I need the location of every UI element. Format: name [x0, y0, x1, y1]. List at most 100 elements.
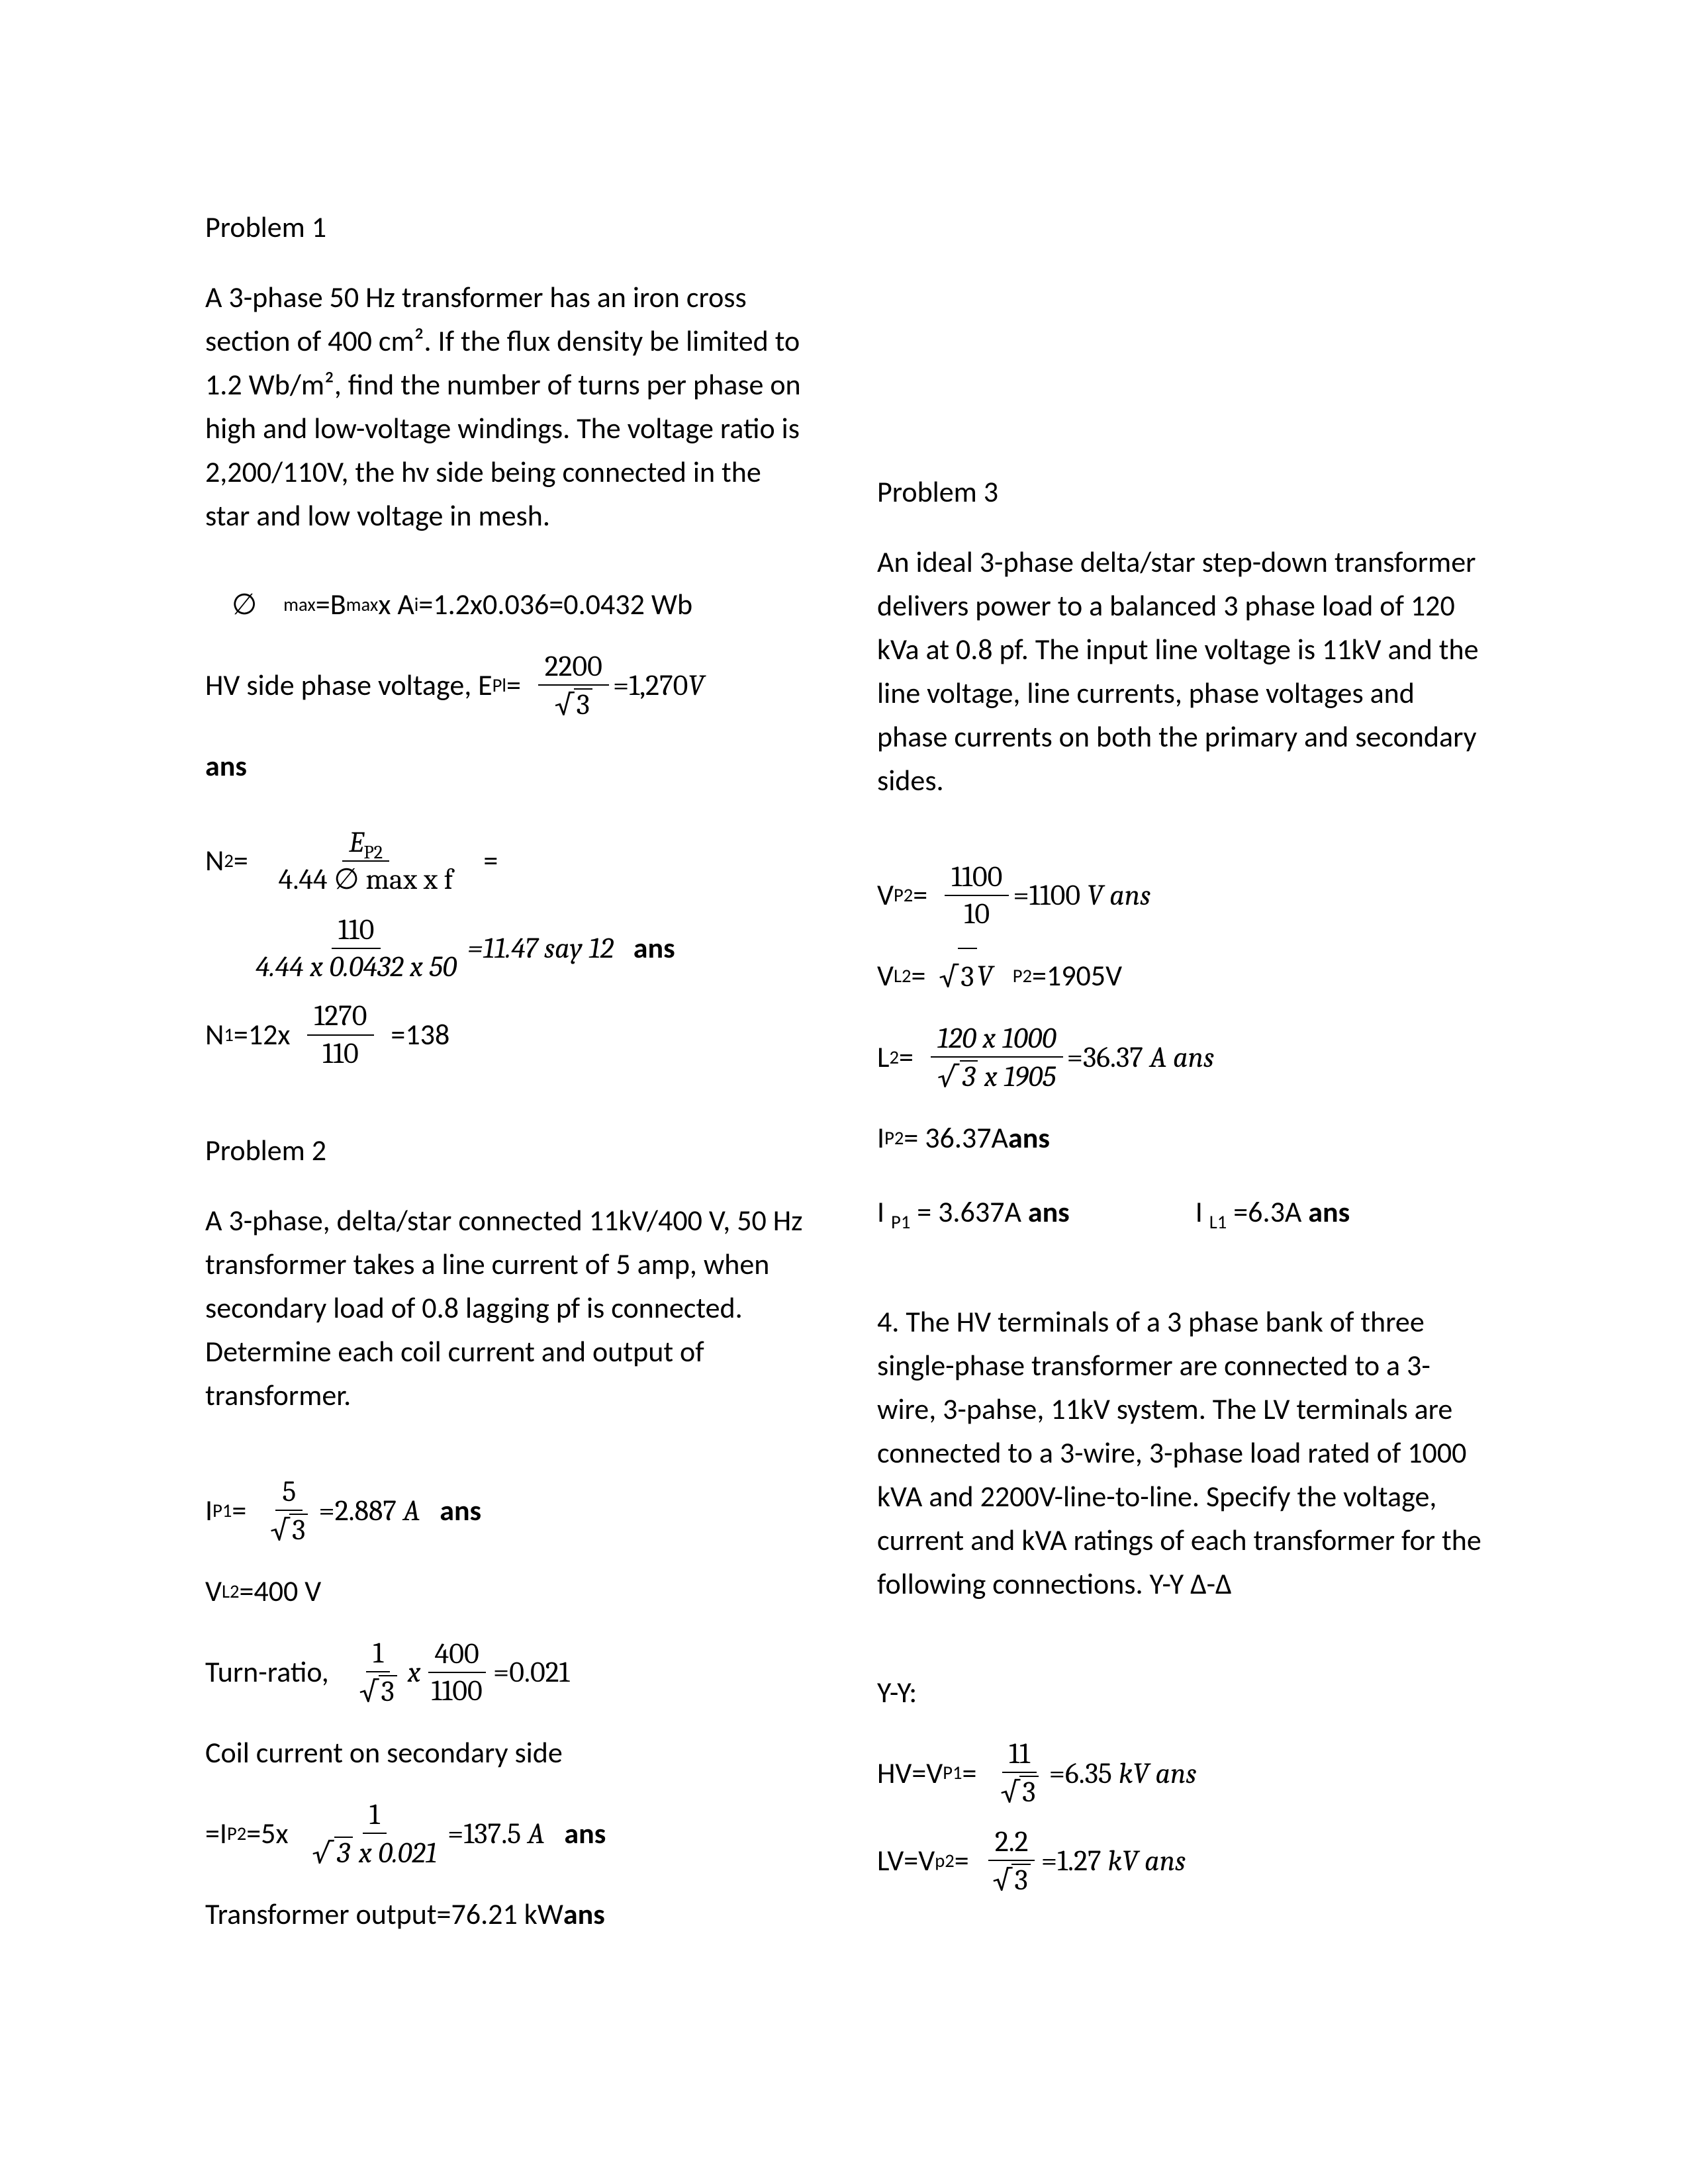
- n1-num: 1270: [307, 1001, 373, 1035]
- out-ans: ans: [563, 1887, 605, 1942]
- n2-line-b: 110 4.44 x 0.0432 x 50 =11.47 say 12 ans: [245, 915, 811, 982]
- vl2r-eq: =: [911, 948, 925, 1004]
- l2-den: 3 x 1905: [931, 1058, 1062, 1092]
- vl2r-res: =1905V: [1032, 948, 1122, 1004]
- il1-ans: ans: [1308, 1194, 1350, 1230]
- epl-num: 2200: [538, 651, 609, 686]
- ip2-eq: =5x: [246, 1806, 288, 1862]
- vl2r-lbl: V: [877, 948, 894, 1004]
- vp2-fraction: 1100 10: [945, 862, 1009, 929]
- two-answer-row: I P1 = 3.637A ans I L1 =6.3A ans: [877, 1185, 1350, 1240]
- column-right: Problem 3 An ideal 3-phase delta/star st…: [877, 205, 1483, 1962]
- phi-val: =1.2x0.036=0.0432 Wb: [418, 577, 692, 633]
- trb-num: 400: [428, 1639, 486, 1673]
- ip2-den: 3 x 0.021: [305, 1834, 443, 1868]
- two-column-layout: Problem 1 A 3-phase 50 Hz transformer ha…: [205, 205, 1483, 1962]
- problem-2-title: Problem 2: [205, 1128, 811, 1172]
- out-lbl: Transformer output=76.21 kW: [205, 1887, 563, 1942]
- column-left: Problem 1 A 3-phase 50 Hz transformer ha…: [205, 205, 811, 1962]
- phi-mid: x A: [378, 577, 414, 633]
- hv-num: 11: [1002, 1739, 1037, 1773]
- phi-symbol: ∅: [232, 577, 257, 633]
- lv-res: =1.27: [1041, 1833, 1102, 1889]
- problem-3-title: Problem 3: [877, 470, 1483, 514]
- hv-unit: kV ans: [1119, 1746, 1197, 1801]
- ip1r-ans: ans: [1028, 1194, 1070, 1230]
- ip1r-sub: P1: [891, 1210, 910, 1234]
- epl-den: 3: [548, 686, 599, 720]
- epl-fraction: 2200 3: [538, 651, 609, 720]
- tr-res: =0.021: [493, 1645, 570, 1700]
- n1-den: 110: [316, 1036, 365, 1069]
- ip1-line: I P1 = 5 3 =2.887 A ans: [205, 1477, 811, 1545]
- ip1-eq: =: [232, 1483, 246, 1539]
- l2-eq: =: [899, 1030, 914, 1085]
- vp2-eq: =: [913, 868, 927, 923]
- ip2-unit: A: [528, 1806, 544, 1862]
- ip2-lbl: =I: [205, 1806, 227, 1862]
- l2-num: 120 x 1000: [931, 1023, 1063, 1058]
- ip1-ans: ans: [440, 1483, 481, 1539]
- lv-lbl: LV=V: [877, 1833, 935, 1889]
- problem-4-body: 4. The HV terminals of a 3 phase bank of…: [877, 1300, 1483, 1606]
- ans-1: ans: [205, 739, 811, 794]
- ip1-den: 3: [263, 1511, 314, 1545]
- lv-eq: =: [955, 1833, 969, 1889]
- il1-lbl: I: [1196, 1194, 1203, 1230]
- ip1r-il1-line: I P1 = 3.637A ans I L1 =6.3A ans: [877, 1185, 1483, 1240]
- n1-line: N 1 =12x 1270 110 =138: [205, 1001, 811, 1068]
- problem-1-title: Problem 1: [205, 205, 811, 249]
- n2-den: 4.44 ∅ max x f: [272, 862, 460, 895]
- tr-mid: x: [408, 1645, 421, 1700]
- n2b-res: =11.47 say 12: [467, 921, 614, 976]
- vp2-num: 1100: [945, 862, 1009, 896]
- n2-lbl: N: [205, 833, 224, 889]
- vl2-line: V L2 =400 V: [205, 1564, 811, 1619]
- il1-sub: L1: [1209, 1210, 1227, 1234]
- problem-1-body: A 3-phase 50 Hz transformer has an iron …: [205, 275, 811, 537]
- n2-fraction: EP2 4.44 ∅ max x f: [272, 827, 460, 895]
- vl2-line-right: V L2 = 3 V P2 =1905V: [877, 948, 1483, 1005]
- n1-fraction: 1270 110: [307, 1001, 373, 1068]
- tr-lbl: Turn-ratio,: [205, 1645, 329, 1700]
- lv-fraction: 2.2 3: [986, 1827, 1037, 1895]
- ip2-line: =I P2 =5x 1 3 x 0.021 =137.5 A ans: [205, 1799, 811, 1868]
- l2-line: L 2 = 120 x 1000 3 x 1905 =36.37 A ans: [877, 1023, 1483, 1092]
- transformer-output-line: Transformer output=76.21 kW ans: [205, 1887, 811, 1942]
- vp2-unit: V ans: [1087, 868, 1150, 923]
- n2-line-a: N 2 = EP2 4.44 ∅ max x f =: [205, 827, 811, 895]
- problem-2-body: A 3-phase, delta/star connected 11kV/400…: [205, 1199, 811, 1417]
- epl-eq: =: [506, 658, 521, 713]
- hv-line: HV=V P1 = 11 3 =6.35 kV ans: [877, 1739, 1483, 1807]
- lv-den: 3: [986, 1861, 1037, 1895]
- n2-ans: ans: [633, 921, 675, 976]
- problem-3-body: An ideal 3-phase delta/star step-down tr…: [877, 540, 1483, 802]
- n2b-num: 110: [332, 915, 381, 949]
- ip2-num: 1: [363, 1799, 387, 1834]
- ip1-unit: A: [403, 1483, 420, 1539]
- l2-fraction: 120 x 1000 3 x 1905: [931, 1023, 1063, 1092]
- trb-den: 1100: [424, 1673, 489, 1706]
- ip2r-line: I P2 = 36.37A ans: [877, 1111, 1483, 1166]
- document-page: Problem 1 A 3-phase 50 Hz transformer ha…: [0, 0, 1688, 2184]
- tra-den: 3: [353, 1672, 404, 1707]
- ip1-lbl: I: [205, 1483, 212, 1539]
- n2-num: EP2: [342, 827, 389, 862]
- coil-label: Coil current on secondary side: [205, 1725, 811, 1781]
- il1-val: =6.3A: [1233, 1194, 1308, 1230]
- n1-res: =138: [391, 1007, 449, 1063]
- vp2-line: V P2 = 1100 10 =1100 V ans: [877, 862, 1483, 929]
- ip2-fraction: 1 3 x 0.021: [305, 1799, 443, 1868]
- phi-max-line: ∅ max =B max x A i =1.2x0.036=0.0432 Wb: [232, 577, 811, 633]
- ip2r-val: = 36.37A: [904, 1111, 1008, 1166]
- lv-unit: kV ans: [1108, 1833, 1186, 1889]
- tr-frac-a: 1 3: [353, 1638, 404, 1707]
- ip1-res: =2.887: [318, 1483, 397, 1539]
- hv-lbl: HV=V: [877, 1746, 943, 1801]
- tr-frac-b: 400 1100: [424, 1639, 489, 1706]
- ip2-res: =137.5: [447, 1806, 521, 1862]
- ip2r-ans: ans: [1008, 1111, 1050, 1166]
- vl2r-v: V: [977, 948, 993, 1004]
- phi-eq: =B: [316, 577, 346, 633]
- tra-num: 1: [366, 1638, 390, 1672]
